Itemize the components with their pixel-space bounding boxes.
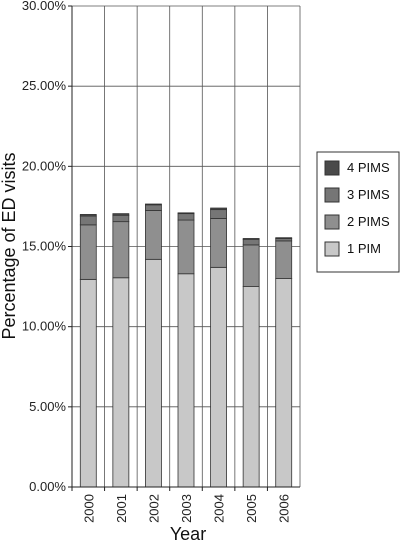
bar-segment	[79, 214, 97, 217]
x-axis-label: Year	[170, 524, 206, 544]
x-tick-label: 2005	[244, 494, 259, 523]
y-axis-label: Percentage of ED visits	[0, 152, 19, 339]
y-tick-label: 20.00%	[22, 158, 67, 173]
bars	[79, 203, 293, 488]
x-tick-label: 2001	[114, 494, 129, 523]
bar-segment	[177, 212, 195, 215]
y-tick-labels: 0.00% 5.00% 10.00% 15.00% 20.00% 25.00% 30.00%	[22, 0, 67, 494]
y-tick-label: 5.00%	[29, 399, 66, 414]
bar-segment	[242, 238, 260, 246]
y-tick-label: 0.00%	[29, 479, 66, 494]
bar-segment	[242, 238, 260, 240]
bar-segment	[79, 215, 97, 226]
bar-segment	[79, 278, 97, 488]
bar-segment	[112, 221, 130, 279]
bar-segment	[210, 209, 227, 219]
x-tick-label: 2002	[146, 494, 161, 523]
bar-segment	[145, 210, 162, 260]
bar-segment	[210, 218, 227, 268]
bar-segment	[242, 244, 260, 287]
x-tick-label: 2003	[179, 494, 194, 523]
legend: 4 PIMS 3 PIMS 2 PIMS 1 PIM	[316, 151, 400, 273]
legend-label: 2 PIMS	[347, 214, 390, 229]
bar-segment	[145, 203, 162, 206]
bar-segment	[112, 213, 130, 216]
bar-segment	[177, 273, 195, 488]
gridlines	[72, 5, 301, 488]
y-tick-label: 15.00%	[22, 239, 67, 254]
bar-segment	[112, 277, 130, 488]
bar-segment	[145, 204, 162, 211]
legend-swatch	[324, 160, 340, 176]
x-tick-label: 2006	[277, 494, 292, 523]
bar-segment	[177, 219, 195, 275]
bar-segment	[112, 214, 130, 223]
y-tick-label: 10.00%	[22, 319, 67, 334]
bar-segment	[210, 266, 227, 488]
legend-swatch	[324, 187, 340, 203]
bar-segment	[210, 207, 227, 211]
legend-swatch	[324, 241, 340, 257]
x-tick-label: 2004	[212, 494, 227, 523]
x-tick-labels: 2000 2001 2002 2003 2004 2005 2006	[81, 494, 291, 523]
legend-label: 3 PIMS	[347, 187, 390, 202]
bar-segment	[275, 278, 293, 488]
y-tick-label: 25.00%	[22, 78, 67, 93]
legend-label: 4 PIMS	[347, 160, 390, 175]
bar-segment	[275, 237, 293, 239]
bar-segment	[242, 286, 260, 488]
legend-label: 1 PIM	[347, 241, 381, 256]
bar-segment	[79, 224, 97, 280]
legend-swatch	[324, 214, 340, 230]
y-tick-label: 30.00%	[22, 0, 67, 13]
bar-segment	[145, 258, 162, 488]
bar-segment	[275, 240, 293, 279]
axes	[68, 5, 300, 491]
bar-segment	[177, 213, 195, 221]
x-tick-label: 2000	[81, 494, 96, 523]
